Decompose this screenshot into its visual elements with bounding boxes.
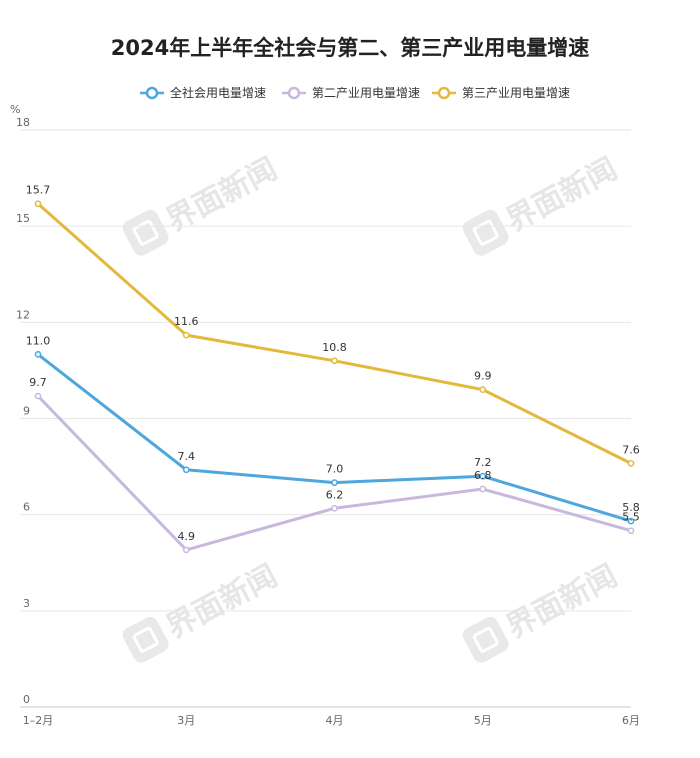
- data-label: 7.4: [178, 450, 196, 463]
- data-point: [331, 357, 338, 365]
- chart-title: 2024年上半年全社会与第二、第三产业用电量增速: [111, 36, 589, 60]
- data-point: [331, 504, 338, 512]
- data-point: [479, 472, 487, 480]
- legend-label: 第三产业用电量增速: [462, 86, 570, 100]
- watermark-text: 界面新闻: [501, 558, 623, 645]
- y-tick-label: 0: [23, 693, 30, 706]
- watermark-text: 界面新闻: [161, 558, 283, 645]
- data-label: 9.7: [29, 376, 47, 389]
- y-tick-label: 15: [16, 212, 30, 225]
- data-point: [331, 479, 338, 486]
- data-point: [627, 460, 635, 467]
- data-label: 6.8: [474, 469, 492, 482]
- data-label: 11.0: [26, 334, 51, 347]
- watermark-badge: [122, 616, 169, 663]
- series-1: 11.0 7.4 7.0 7.2 5.8: [26, 334, 640, 525]
- watermark-logo: 界面新闻: [462, 151, 623, 256]
- data-point: [34, 392, 42, 400]
- gridlines: [20, 129, 631, 708]
- x-tick-label: 1–2月: [23, 714, 54, 727]
- legend-swatch-marker: [437, 86, 451, 100]
- watermark-logo: 界面新闻: [122, 151, 283, 256]
- y-tick-label: 9: [23, 405, 30, 418]
- data-label: 7.6: [622, 443, 640, 456]
- y-axis: 0 3 6 9 12 15 18: [16, 116, 30, 706]
- legend: 全社会用电量增速 第二产业用电量增速 第三产业用电量增速: [140, 85, 570, 100]
- data-point: [479, 386, 487, 393]
- data-point: [182, 331, 190, 339]
- watermark-badge-mark: [132, 626, 159, 653]
- data-label: 4.9: [178, 530, 196, 543]
- x-axis: 1–2月 3月 4月 5月 6月: [23, 714, 640, 727]
- x-tick-label: 5月: [474, 714, 492, 727]
- data-label: 6.2: [326, 488, 344, 501]
- watermark-badge-mark: [472, 626, 499, 653]
- y-axis-unit: %: [10, 103, 20, 116]
- series-2: 9.7 4.9 6.2 6.8 5.5: [29, 376, 640, 554]
- legend-label: 第二产业用电量增速: [312, 86, 420, 100]
- data-label: 7.0: [326, 463, 344, 476]
- series-3: 15.7 11.6 10.8 9.9 7.6: [26, 184, 640, 467]
- watermark-badge: [462, 616, 509, 663]
- y-tick-label: 6: [23, 501, 30, 514]
- y-tick-label: 18: [16, 116, 30, 129]
- data-label: 5.8: [622, 501, 640, 514]
- x-tick-label: 4月: [326, 714, 344, 727]
- data-point: [479, 485, 487, 493]
- y-tick-label: 12: [16, 308, 30, 321]
- watermark-text: 界面新闻: [501, 151, 623, 238]
- data-point: [627, 517, 635, 525]
- data-point: [627, 527, 635, 535]
- x-tick-label: 3月: [177, 714, 195, 727]
- watermark-badge: [122, 209, 169, 256]
- data-point: [34, 200, 42, 208]
- legend-swatch-marker: [287, 86, 301, 100]
- data-label: 15.7: [26, 184, 51, 197]
- series-layer: 11.07.47.0 7.25.89.74.96.26.85.515.711.61…: [26, 184, 640, 554]
- legend-swatch-marker: [145, 86, 159, 100]
- legend-item[interactable]: 全社会用电量增速: [140, 85, 266, 100]
- watermark-text: 界面新闻: [161, 151, 283, 238]
- watermark-badge: [462, 209, 509, 256]
- legend-label: 全社会用电量增速: [170, 85, 266, 100]
- watermark-badge-mark: [472, 219, 499, 246]
- watermark-badge-mark: [132, 219, 159, 246]
- legend-item[interactable]: 第二产业用电量增速: [282, 86, 420, 100]
- data-point: [34, 351, 42, 358]
- x-tick-label: 6月: [622, 714, 640, 727]
- data-point: [182, 546, 190, 554]
- data-label: 11.6: [174, 315, 199, 328]
- legend-item[interactable]: 第三产业用电量增速: [432, 86, 570, 100]
- y-tick-label: 3: [23, 597, 30, 610]
- data-point: [182, 466, 190, 474]
- data-label: 7.2: [474, 456, 492, 469]
- data-label: 9.9: [474, 370, 492, 383]
- data-label: 10.8: [322, 341, 347, 354]
- data-label: 5.5: [622, 511, 640, 524]
